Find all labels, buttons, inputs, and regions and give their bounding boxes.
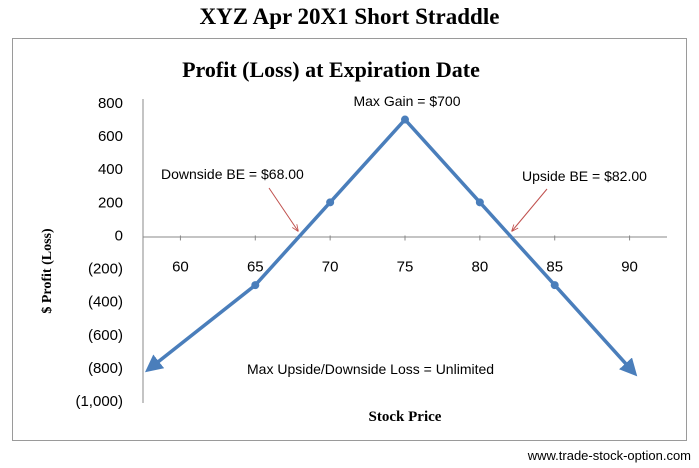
data-point: [550, 281, 559, 290]
data-point: [475, 198, 484, 207]
series-layer: [144, 115, 638, 377]
chart-svg: Profit (Loss) at Expiration Date $ Profi…: [40, 57, 667, 425]
y-tick-label: (800): [88, 360, 123, 377]
watermark-url: www.trade-stock-option.com: [527, 448, 691, 463]
max-gain-annotation: Max Gain = $700: [353, 93, 460, 109]
y-axis-label: $ Profit (Loss): [40, 228, 55, 314]
y-tick-label: (1,000): [75, 393, 123, 410]
data-point: [401, 115, 409, 124]
chart-area: Profit (Loss) at Expiration Date $ Profi…: [12, 38, 687, 441]
x-axis-label: Stock Price: [369, 409, 442, 425]
y-tick-label: 200: [98, 194, 123, 211]
downside-be-annotation: Downside BE = $68.00: [161, 166, 304, 182]
x-tick-label: 70: [322, 258, 339, 275]
chart-title: Profit (Loss) at Expiration Date: [182, 57, 480, 82]
y-tick-label: (600): [88, 327, 123, 344]
y-tick-label: (200): [88, 261, 123, 278]
y-tick-label: 400: [98, 161, 123, 178]
x-tick-label: 85: [546, 258, 563, 275]
downside-be-pointer-arrow: [268, 187, 298, 231]
data-point: [326, 198, 335, 207]
upside-be-pointer-arrow: [512, 188, 548, 231]
y-tick-label: (400): [88, 294, 123, 311]
x-tick-label: 60: [172, 258, 189, 275]
y-tick-label: 0: [115, 227, 123, 244]
x-tick-group: 60 65 70 75 80 85 90: [172, 235, 638, 275]
y-tick-label: 800: [98, 95, 123, 112]
y-tick-label: 600: [98, 128, 123, 145]
x-tick-label: 75: [397, 258, 414, 275]
x-tick-label: 65: [247, 258, 264, 275]
x-tick-label: 80: [472, 258, 489, 275]
x-tick-label: 90: [621, 258, 638, 275]
data-point: [251, 281, 260, 290]
page-title: XYZ Apr 20X1 Short Straddle: [199, 4, 500, 29]
payoff-line: [144, 116, 638, 377]
upside-be-annotation: Upside BE = $82.00: [522, 168, 647, 184]
y-tick-group: 800 600 400 200 0 (200) (400) (600) (800) (1,000): [75, 95, 123, 410]
max-loss-annotation: Max Upside/Downside Loss = Unlimited: [247, 361, 494, 377]
